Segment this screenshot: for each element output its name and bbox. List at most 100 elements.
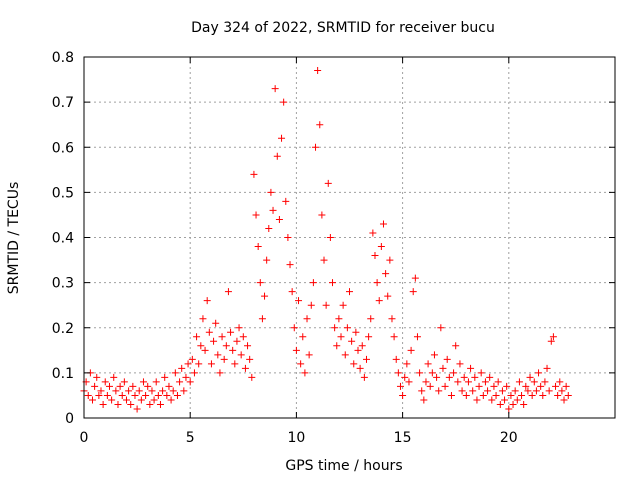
data-point <box>105 382 113 390</box>
data-point <box>373 279 381 287</box>
data-point <box>443 355 451 363</box>
data-point <box>233 337 241 345</box>
grid-lines <box>84 57 615 418</box>
data-point <box>292 346 300 354</box>
data-point <box>354 346 362 354</box>
data-point <box>522 382 530 390</box>
data-point <box>142 391 150 399</box>
x-tick-labels: 0 5 10 15 20 <box>80 430 518 446</box>
data-point <box>207 360 215 368</box>
data-point <box>135 387 143 395</box>
y-tick-label: 0.3 <box>52 276 74 292</box>
data-point <box>201 346 209 354</box>
data-point <box>167 396 175 404</box>
y-tick-label: 0.1 <box>52 366 74 382</box>
data-point <box>93 373 101 381</box>
data-point <box>454 378 462 386</box>
y-tick-label: 0.7 <box>52 95 74 111</box>
data-point <box>229 346 237 354</box>
data-point <box>261 292 269 300</box>
data-point <box>131 391 139 399</box>
data-point <box>371 252 379 260</box>
data-point <box>365 333 373 341</box>
data-point <box>562 382 570 390</box>
data-point <box>150 396 158 404</box>
data-point <box>176 378 184 386</box>
data-point <box>467 364 475 372</box>
data-point <box>535 369 543 377</box>
data-point <box>180 387 188 395</box>
data-point <box>549 333 557 341</box>
data-point <box>558 387 566 395</box>
data-point <box>479 391 487 399</box>
data-point <box>430 351 438 359</box>
data-point <box>316 121 324 129</box>
data-point <box>433 373 441 381</box>
data-point <box>403 360 411 368</box>
x-tick-label: 10 <box>287 430 305 446</box>
data-point <box>426 382 434 390</box>
data-point <box>152 378 160 386</box>
data-point <box>184 360 192 368</box>
data-point <box>471 373 479 381</box>
data-point <box>481 378 489 386</box>
data-point <box>439 364 447 372</box>
data-point <box>445 373 453 381</box>
data-point <box>290 324 298 332</box>
data-points <box>80 67 572 413</box>
data-point <box>303 315 311 323</box>
data-point <box>307 301 315 309</box>
data-point <box>543 364 551 372</box>
data-point <box>188 355 196 363</box>
data-point <box>320 256 328 264</box>
data-point <box>503 382 511 390</box>
data-point <box>190 369 198 377</box>
data-point <box>490 382 498 390</box>
data-point <box>146 400 154 408</box>
data-point <box>118 391 126 399</box>
data-point <box>220 355 228 363</box>
y-tick-label: 0.6 <box>52 140 74 156</box>
data-point <box>91 382 99 390</box>
data-point <box>460 373 468 381</box>
data-point <box>101 378 109 386</box>
data-point <box>513 396 521 404</box>
data-point <box>299 333 307 341</box>
data-point <box>318 211 326 219</box>
data-point <box>554 391 562 399</box>
data-point <box>486 373 494 381</box>
data-point <box>552 382 560 390</box>
data-point <box>520 400 528 408</box>
data-point <box>541 378 549 386</box>
data-point <box>532 387 540 395</box>
y-tick-label: 0.2 <box>52 321 74 337</box>
data-point <box>333 342 341 350</box>
data-point <box>312 143 320 151</box>
data-point <box>197 342 205 350</box>
data-point <box>560 396 568 404</box>
data-point <box>367 315 375 323</box>
x-tick-label: 15 <box>394 430 412 446</box>
data-point <box>407 346 415 354</box>
data-point <box>515 378 523 386</box>
data-point <box>165 382 173 390</box>
data-point <box>218 333 226 341</box>
data-point <box>97 387 105 395</box>
data-point <box>297 360 305 368</box>
data-point <box>530 378 538 386</box>
y-tick-label: 0.8 <box>52 50 74 66</box>
data-point <box>422 378 430 386</box>
data-point <box>284 234 292 241</box>
data-point <box>120 378 128 386</box>
data-point <box>492 391 500 399</box>
data-point <box>469 387 477 395</box>
data-point <box>346 288 353 296</box>
data-point <box>401 373 409 381</box>
data-point <box>450 369 458 377</box>
data-point <box>246 355 254 363</box>
data-point <box>335 315 343 323</box>
y-tick-label: 0.5 <box>52 185 74 201</box>
data-point <box>458 387 466 395</box>
data-point <box>437 324 445 332</box>
data-point <box>301 369 309 377</box>
